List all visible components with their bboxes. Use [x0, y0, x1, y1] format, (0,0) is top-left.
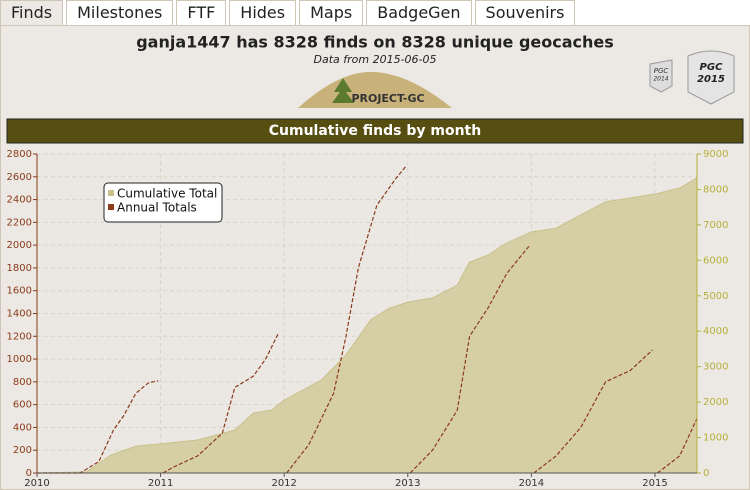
legend-swatch	[108, 190, 114, 196]
y-tick-label: 2200	[7, 217, 32, 228]
tab-bar: Finds Milestones FTF Hides Maps BadgeGen…	[0, 0, 576, 25]
x-tick-label: 2013	[395, 478, 420, 489]
y2-tick-label: 6000	[703, 255, 728, 266]
legend-label: Annual Totals	[117, 201, 197, 215]
y-tick-label: 2000	[7, 240, 32, 251]
badge-text: PGC	[700, 62, 724, 73]
tab[interactable]: Finds	[0, 0, 64, 25]
logo-text: PROJECT-GC	[351, 92, 424, 105]
annual-line	[37, 165, 698, 474]
y-tick-label: 2600	[7, 172, 32, 183]
logo-tree	[332, 78, 354, 103]
tab[interactable]: Hides	[229, 0, 297, 25]
tab[interactable]: Souvenirs	[474, 0, 576, 25]
y-tick-label: 1000	[7, 354, 32, 365]
y-tick-label: 2800	[7, 149, 32, 160]
legend-swatch	[108, 204, 114, 210]
tab[interactable]: BadgeGen	[366, 0, 472, 25]
cumulative-area	[36, 176, 698, 474]
chart-banner	[6, 118, 744, 144]
y2-tick-label: 0	[703, 468, 709, 479]
tab[interactable]: FTF	[176, 0, 227, 25]
y2-tick-label: 9000	[703, 149, 728, 160]
y-tick-label: 1200	[7, 331, 32, 342]
badge	[649, 59, 673, 93]
y-tick-label: 1400	[7, 309, 32, 320]
badge-text: PGC	[654, 67, 669, 75]
x-tick-label: 2012	[271, 478, 296, 489]
y2-tick-label: 3000	[703, 362, 728, 373]
y2-tick-label: 8000	[703, 184, 728, 195]
y-tick-label: 800	[13, 377, 32, 388]
y2-tick-label: 4000	[703, 326, 728, 337]
y2-tick-label: 1000	[703, 433, 728, 444]
y-tick-label: 1800	[7, 263, 32, 274]
x-tick-label: 2015	[642, 478, 667, 489]
x-tick-label: 2010	[24, 478, 49, 489]
chart-title: Cumulative finds by month	[269, 123, 481, 139]
subtitle: Data from 2015-06-05	[313, 53, 436, 66]
legend	[103, 182, 223, 223]
y-tick-label: 200	[13, 445, 32, 456]
badge-text: 2015	[697, 74, 725, 85]
y-tick-label: 400	[13, 422, 32, 433]
x-tick-label: 2014	[519, 478, 544, 489]
y-tick-label: 2400	[7, 195, 32, 206]
tab[interactable]: Maps	[299, 0, 364, 25]
y-tick-label: 600	[13, 400, 32, 411]
y2-tick-label: 5000	[703, 291, 728, 302]
page-title: ganja1447 has 8328 finds on 8328 unique …	[136, 33, 614, 52]
badge-text: 2014	[653, 76, 668, 83]
x-tick-label: 2011	[148, 478, 173, 489]
legend-label: Cumulative Total	[117, 187, 217, 201]
tab[interactable]: Milestones	[66, 0, 174, 25]
badge	[687, 50, 735, 105]
y-tick-label: 1600	[7, 286, 32, 297]
y2-tick-label: 7000	[703, 220, 728, 231]
y-tick-label: 0	[26, 468, 32, 479]
y2-tick-label: 2000	[703, 397, 728, 408]
